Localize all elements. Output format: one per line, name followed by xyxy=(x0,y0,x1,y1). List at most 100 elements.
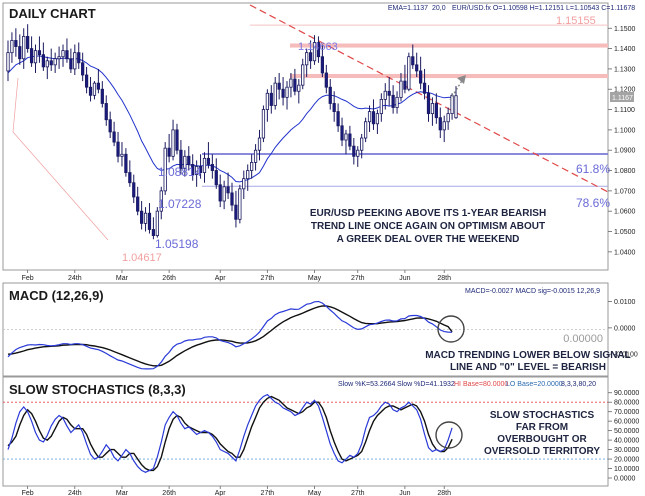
candle xyxy=(183,150,187,177)
stoch-axis: 90.0000 80.0000 70.0000 60.0000 50.0000 40.00… xyxy=(608,390,639,483)
price-tick-label: 1.0700 xyxy=(614,188,636,195)
candle xyxy=(132,174,136,204)
candle xyxy=(198,154,203,179)
candle xyxy=(171,119,175,161)
candle-body xyxy=(367,111,372,123)
candle xyxy=(18,34,22,65)
candle-body xyxy=(442,121,446,131)
macd-title: MACD (12,26,9) xyxy=(9,288,104,303)
candle xyxy=(29,36,34,67)
price-tick-label: 1.1000 xyxy=(614,127,636,134)
candle-body xyxy=(422,82,427,94)
candle xyxy=(175,123,179,155)
ema-line xyxy=(7,55,453,183)
candle-body xyxy=(375,113,380,125)
candle xyxy=(65,38,69,63)
candle-body xyxy=(426,92,431,115)
candle-body xyxy=(438,117,442,131)
price-annotation-line: TREND LINE ONCE AGAIN ON OPTIMISM ABOUT xyxy=(311,221,545,232)
candle-body xyxy=(139,210,144,224)
candle xyxy=(438,107,442,139)
candle xyxy=(214,158,218,189)
candle xyxy=(320,44,325,78)
candle xyxy=(246,164,250,191)
candle xyxy=(206,142,211,169)
candle xyxy=(371,99,376,130)
fib-label-1.08814: 1.08814 xyxy=(158,165,202,179)
candle-body xyxy=(340,125,344,141)
candle-body xyxy=(246,170,250,180)
candle xyxy=(218,174,222,208)
candle xyxy=(163,142,167,195)
candle-body xyxy=(198,166,203,173)
stoch-k-readout: Slow %K=53.2664 xyxy=(338,381,396,388)
high-label-1.14663: 1.14663 xyxy=(298,41,338,53)
candle xyxy=(395,91,399,114)
candle-body xyxy=(104,103,108,121)
candle xyxy=(41,42,45,71)
resistance-zones xyxy=(290,43,608,79)
price-tick-label: 1.1200 xyxy=(614,87,636,94)
price-panel: 1.0400 1.0500 1.0600 1.0700 1.0800 1.0900 1.10… xyxy=(2,2,636,282)
candle xyxy=(143,207,148,232)
candle-body xyxy=(324,72,328,88)
macd-annotation-line-2: LINE AND "0" LEVEL = BEARISH xyxy=(450,362,606,373)
candle xyxy=(53,52,57,73)
price-tick-label: 1.0800 xyxy=(614,168,636,175)
candle xyxy=(191,154,195,181)
candle xyxy=(22,28,26,69)
low-label-1.04617: 1.04617 xyxy=(122,252,162,264)
candle xyxy=(6,40,10,82)
candle-body xyxy=(320,56,325,74)
candle-body xyxy=(45,60,49,68)
candle-body xyxy=(316,42,321,58)
candle-body xyxy=(84,74,89,88)
candle-body xyxy=(88,86,93,96)
price-tick-label: 1.1100 xyxy=(614,107,635,114)
candle-body xyxy=(230,192,234,206)
candle xyxy=(281,77,285,106)
candle xyxy=(14,28,18,57)
candle xyxy=(348,125,352,151)
candle xyxy=(293,68,297,96)
candle-body xyxy=(399,80,403,98)
stoch-tick-label: 0.0000 xyxy=(614,476,636,483)
macd-highlight-circle xyxy=(437,315,465,343)
candle xyxy=(179,140,183,175)
candle-body xyxy=(261,109,266,139)
candle-body xyxy=(81,62,85,76)
candle-body xyxy=(383,90,387,100)
candle-body xyxy=(41,54,45,68)
candle xyxy=(167,133,171,163)
candle-body xyxy=(183,155,187,169)
candle-body xyxy=(112,131,116,143)
candle-body xyxy=(214,170,218,186)
ema-param: 20,0 xyxy=(432,5,446,12)
candle-body xyxy=(289,78,293,88)
candle xyxy=(210,154,214,179)
stoch-tick-label: 80.0000 xyxy=(614,400,639,407)
candle xyxy=(356,146,360,167)
candle xyxy=(26,24,30,53)
candle xyxy=(387,77,391,106)
stoch-annotation-line-2: FAR FROM xyxy=(516,422,568,433)
candle xyxy=(289,72,293,98)
price-tick-label: 1.1300 xyxy=(614,66,636,73)
price-x-tick-label: Mar xyxy=(116,275,129,282)
candle-body xyxy=(257,137,262,151)
candle xyxy=(285,81,289,110)
candle xyxy=(234,190,238,228)
candle xyxy=(242,170,246,199)
candle-body xyxy=(391,94,395,108)
stoch-tick-label: 60.0000 xyxy=(614,419,639,426)
fib-786-label: 78.6% xyxy=(576,196,610,210)
stoch-k-line xyxy=(7,393,453,473)
candle xyxy=(77,42,81,69)
candle xyxy=(84,66,89,94)
candle xyxy=(92,81,97,100)
candle-body xyxy=(14,40,18,47)
macd-panel: 0.0100 0.0000 -0.0100 MACD (12,26,9) MACD=… xyxy=(2,282,638,377)
candle-body xyxy=(308,52,313,62)
candle xyxy=(195,160,199,187)
candle xyxy=(128,160,132,187)
